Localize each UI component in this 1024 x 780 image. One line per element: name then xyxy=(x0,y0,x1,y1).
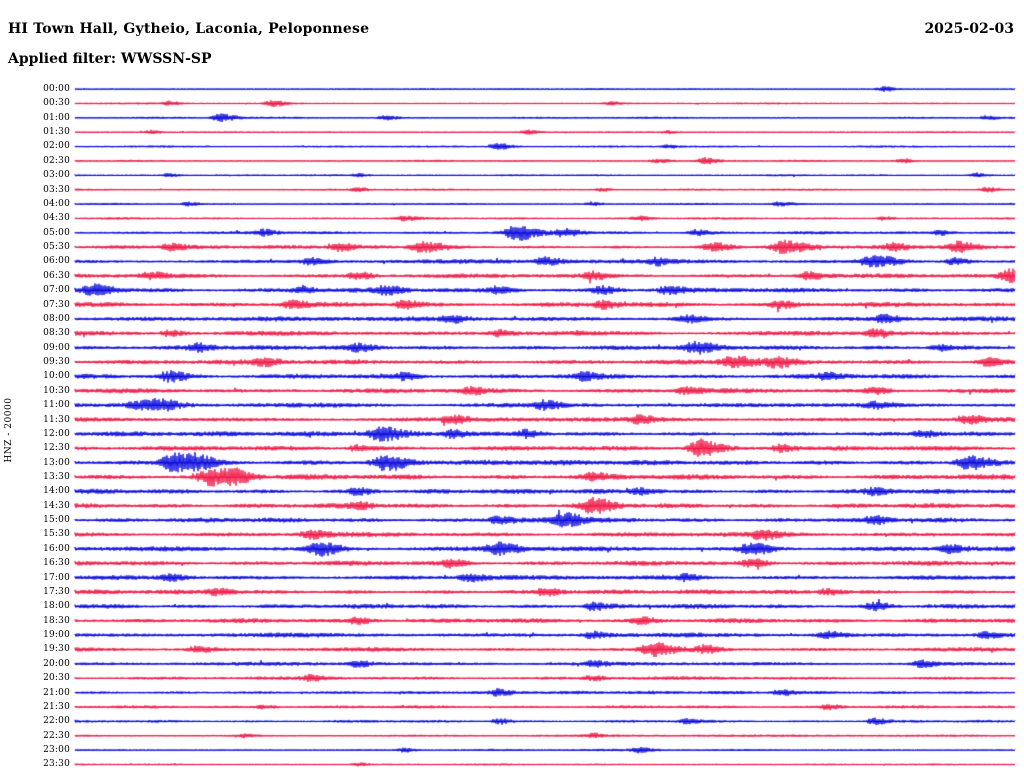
time-label: 10:30 xyxy=(43,385,70,396)
time-label: 09:30 xyxy=(43,357,70,368)
time-label: 19:00 xyxy=(43,630,70,641)
time-label: 18:00 xyxy=(43,601,70,612)
time-label: 07:00 xyxy=(43,285,70,296)
time-label: 22:00 xyxy=(43,716,70,727)
time-label: 21:30 xyxy=(43,701,70,712)
time-label: 06:30 xyxy=(43,270,70,281)
time-label: 14:30 xyxy=(43,500,70,511)
time-label: 13:00 xyxy=(43,457,70,468)
time-label: 12:00 xyxy=(43,428,70,439)
time-label: 08:30 xyxy=(43,328,70,339)
time-label: 23:30 xyxy=(43,759,70,770)
time-label: 15:00 xyxy=(43,515,70,526)
time-label: 05:30 xyxy=(43,242,70,253)
time-label: 17:00 xyxy=(43,572,70,583)
time-label: 15:30 xyxy=(43,529,70,540)
time-label: 22:30 xyxy=(43,730,70,741)
time-label: 17:30 xyxy=(43,586,70,597)
time-label: 03:30 xyxy=(43,184,70,195)
time-label: 20:30 xyxy=(43,673,70,684)
time-label: 04:00 xyxy=(43,198,70,209)
time-label: 13:30 xyxy=(43,471,70,482)
time-label: 01:00 xyxy=(43,112,70,123)
time-label: 05:00 xyxy=(43,227,70,238)
time-label: 18:30 xyxy=(43,615,70,626)
time-label: 19:30 xyxy=(43,644,70,655)
time-label: 04:30 xyxy=(43,213,70,224)
time-label: 01:30 xyxy=(43,127,70,138)
time-label: 02:00 xyxy=(43,141,70,152)
time-label: 16:00 xyxy=(43,543,70,554)
time-label: 16:30 xyxy=(43,558,70,569)
time-label: 00:30 xyxy=(43,98,70,109)
time-label: 14:00 xyxy=(43,486,70,497)
time-label: 23:00 xyxy=(43,745,70,756)
time-label: 10:00 xyxy=(43,371,70,382)
time-label: 11:30 xyxy=(43,414,70,425)
time-label: 03:00 xyxy=(43,170,70,181)
time-label: 11:00 xyxy=(43,400,70,411)
time-label: 12:30 xyxy=(43,443,70,454)
time-label: 09:00 xyxy=(43,342,70,353)
time-label: 00:00 xyxy=(43,84,70,94)
time-label: 02:30 xyxy=(43,155,70,166)
time-label: 08:00 xyxy=(43,313,70,324)
time-label: 06:00 xyxy=(43,256,70,267)
time-label: 07:30 xyxy=(43,299,70,310)
time-label: 20:00 xyxy=(43,658,70,669)
time-label: 21:00 xyxy=(43,687,70,698)
